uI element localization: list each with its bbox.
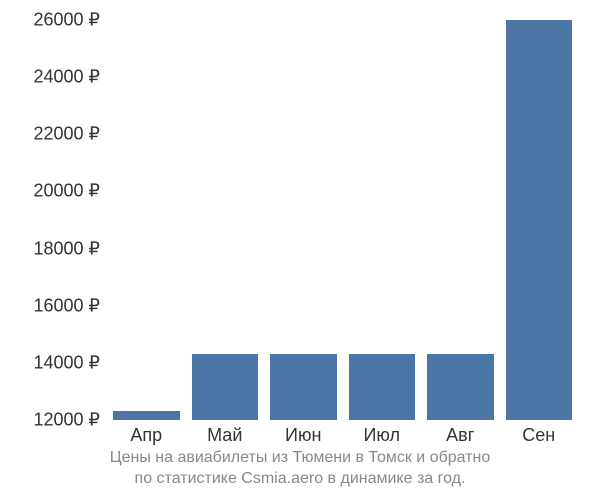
y-tick-label: 22000 ₽ xyxy=(33,124,100,145)
y-tick-label: 26000 ₽ xyxy=(33,10,100,31)
bar xyxy=(113,411,180,420)
price-chart: 12000 ₽ 14000 ₽ 16000 ₽ 18000 ₽ 20000 ₽ 22000… xyxy=(0,0,600,500)
y-tick-label: 14000 ₽ xyxy=(33,352,100,373)
caption-line-2: по статистике Csmia.aero в динамике за г… xyxy=(135,470,466,487)
bars-group xyxy=(105,20,580,420)
x-tick-label: Апр xyxy=(113,425,180,446)
bar xyxy=(506,20,573,420)
bar-wrapper xyxy=(270,20,337,420)
caption-line-1: Цены на авиабилеты из Тюмени в Томск и о… xyxy=(110,449,491,466)
x-tick-label: Авг xyxy=(427,425,494,446)
chart-caption: Цены на авиабилеты из Тюмени в Томск и о… xyxy=(0,447,600,490)
bar-wrapper xyxy=(427,20,494,420)
x-tick-label: Июл xyxy=(349,425,416,446)
x-tick-label: Июн xyxy=(270,425,337,446)
y-tick-label: 24000 ₽ xyxy=(33,67,100,88)
x-tick-label: Сен xyxy=(506,425,573,446)
bar-wrapper xyxy=(192,20,259,420)
bar-wrapper xyxy=(506,20,573,420)
x-tick-label: Май xyxy=(192,425,259,446)
y-tick-label: 18000 ₽ xyxy=(33,238,100,259)
bar xyxy=(349,354,416,420)
plot-area xyxy=(105,20,580,420)
bar xyxy=(427,354,494,420)
bar xyxy=(192,354,259,420)
bar xyxy=(270,354,337,420)
y-tick-label: 12000 ₽ xyxy=(33,410,100,431)
y-tick-label: 16000 ₽ xyxy=(33,295,100,316)
bar-wrapper xyxy=(349,20,416,420)
y-tick-label: 20000 ₽ xyxy=(33,181,100,202)
bar-wrapper xyxy=(113,20,180,420)
x-axis-labels: Апр Май Июн Июл Авг Сен xyxy=(105,425,580,446)
